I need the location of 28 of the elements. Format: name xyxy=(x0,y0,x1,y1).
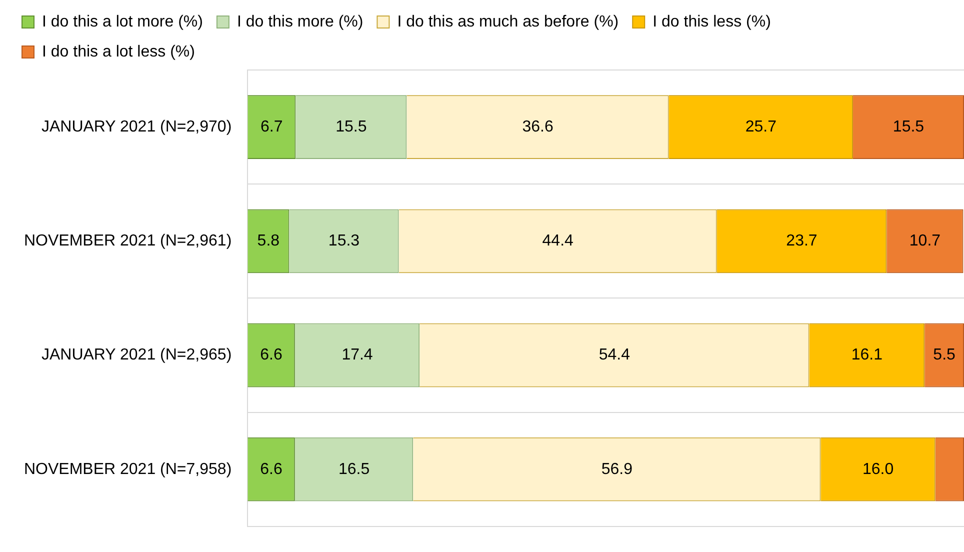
data-label: 15.5 xyxy=(892,118,924,136)
y-tick-label: JANUARY 2021 (N=2,970) xyxy=(41,118,232,136)
data-label: 6.6 xyxy=(260,460,283,478)
legend-label: I do this less (%) xyxy=(652,13,771,30)
data-label: 5.8 xyxy=(257,232,280,250)
data-label: 16.0 xyxy=(862,460,894,478)
y-tick-label: NOVEMBER 2021 (N=7,958) xyxy=(24,460,232,478)
data-label: 56.9 xyxy=(601,460,633,478)
legend-label: I do this more (%) xyxy=(236,13,364,30)
data-label: 5.5 xyxy=(933,346,956,364)
data-label: 10.7 xyxy=(909,232,941,250)
data-label: 6.6 xyxy=(260,346,283,364)
data-label: 15.5 xyxy=(336,118,367,136)
legend-label: I do this a lot more (%) xyxy=(42,13,203,30)
data-label: 23.7 xyxy=(786,232,818,250)
data-label: 16.5 xyxy=(338,460,370,478)
data-label: 17.4 xyxy=(342,346,373,364)
data-label: 44.4 xyxy=(542,232,574,250)
legend-label: I do this as much as before (%) xyxy=(397,13,619,30)
data-label: 6.7 xyxy=(260,118,283,136)
data-label: 54.4 xyxy=(598,346,630,364)
data-label: 36.6 xyxy=(522,118,554,136)
legend-label: I do this a lot less (%) xyxy=(42,43,195,60)
data-label: 15.3 xyxy=(328,232,360,250)
data-label: 16.1 xyxy=(851,346,883,364)
y-tick-label: JANUARY 2021 (N=2,965) xyxy=(41,346,232,364)
y-tick-label: NOVEMBER 2021 (N=2,961) xyxy=(24,232,232,250)
data-label: 25.7 xyxy=(745,118,777,136)
